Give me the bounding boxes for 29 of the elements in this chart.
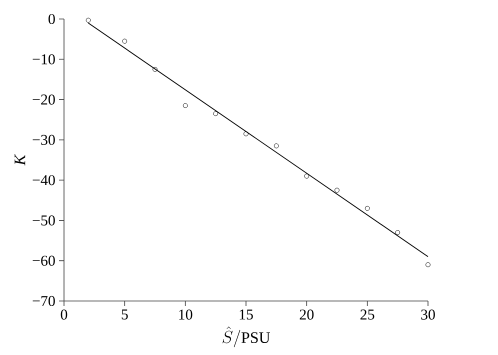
point xyxy=(364,206,370,211)
point xyxy=(182,103,188,108)
point xyxy=(426,262,430,268)
x-tick-label: 0 xyxy=(60,310,68,320)
x-tick-label: 25 xyxy=(360,310,374,320)
point xyxy=(86,18,91,23)
x-tick-label: 10 xyxy=(179,310,192,320)
point xyxy=(152,66,158,72)
point xyxy=(304,174,310,179)
y-tick-label: 0 xyxy=(48,14,55,24)
x-tick-label: 30 xyxy=(421,310,435,320)
x-tick-label: 20 xyxy=(300,310,314,320)
x-tick-label: 15 xyxy=(240,310,253,320)
y-tick-label: −60 xyxy=(32,256,55,266)
x-tick-label: 5 xyxy=(122,310,128,320)
y-tick-label: −30 xyxy=(32,134,55,145)
point xyxy=(274,143,279,148)
y-axis-title: K xyxy=(14,154,26,166)
point xyxy=(244,131,248,136)
point xyxy=(122,38,128,44)
x-axis-title: $\hat{S}/\mathrm{PSU}$ xyxy=(222,326,270,348)
point xyxy=(334,188,340,193)
point xyxy=(395,230,400,235)
y-tick-label: −40 xyxy=(32,175,55,186)
y-tick-label: −70 xyxy=(32,296,55,306)
point xyxy=(213,111,218,116)
y-tick-label: −50 xyxy=(32,215,55,226)
y-tick-label: −20 xyxy=(32,94,55,105)
y-tick-label: −10 xyxy=(32,54,55,64)
